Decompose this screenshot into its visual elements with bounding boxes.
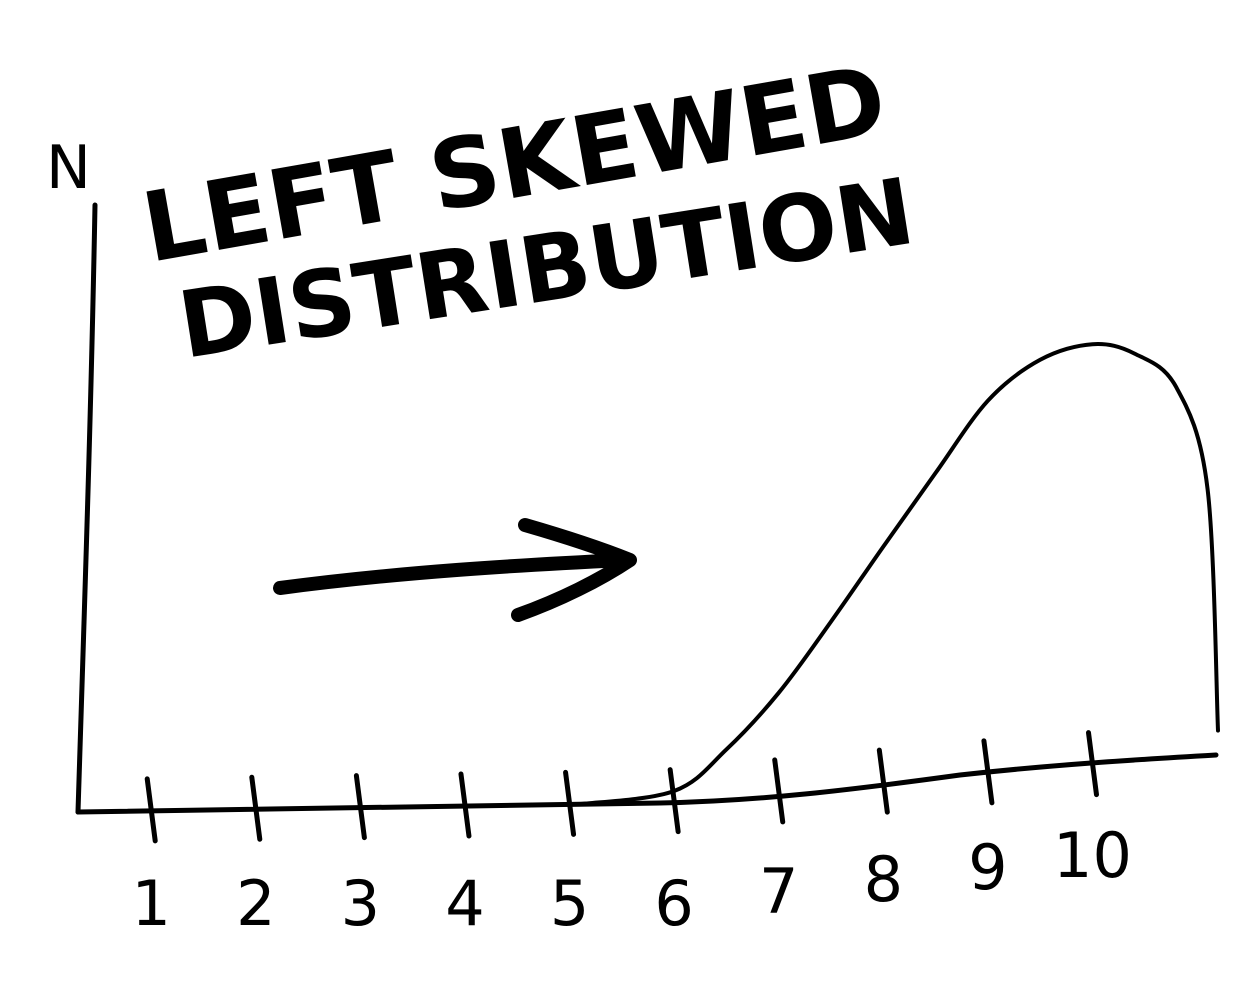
x-tick [667, 767, 681, 835]
x-tick [249, 774, 263, 842]
x-tick-label: 5 [550, 867, 589, 940]
x-tick [144, 776, 158, 844]
x-tick-label: 7 [759, 855, 798, 928]
x-tick [772, 757, 786, 825]
x-tick [981, 738, 995, 806]
x-tick [353, 773, 367, 841]
x-tick-label: 1 [131, 867, 170, 940]
x-tick-label: 6 [654, 867, 693, 940]
x-tick-label: 3 [341, 867, 380, 940]
x-tick [1086, 730, 1099, 798]
x-tick [876, 747, 890, 815]
x-tick [458, 771, 472, 839]
x-tick-label: 8 [864, 843, 903, 916]
x-tick [563, 769, 577, 837]
x-tick-label: 10 [1053, 819, 1132, 892]
y-axis [75, 202, 98, 815]
y-axis-label: N [46, 133, 91, 203]
x-tick-labels: 1 2 3 4 5 6 7 8 9 10 [131, 819, 1131, 940]
distribution-series [578, 342, 1220, 807]
chart-title: LEFT SKEWED DISTRIBUTION [135, 44, 921, 380]
x-tick-label: 2 [236, 867, 275, 940]
x-tick-label: 4 [445, 867, 484, 940]
distribution-curve [578, 342, 1220, 807]
right-arrow-icon [273, 518, 637, 622]
x-axis [75, 752, 1219, 815]
x-ticks [144, 730, 1099, 844]
x-tick-label: 9 [968, 831, 1007, 904]
